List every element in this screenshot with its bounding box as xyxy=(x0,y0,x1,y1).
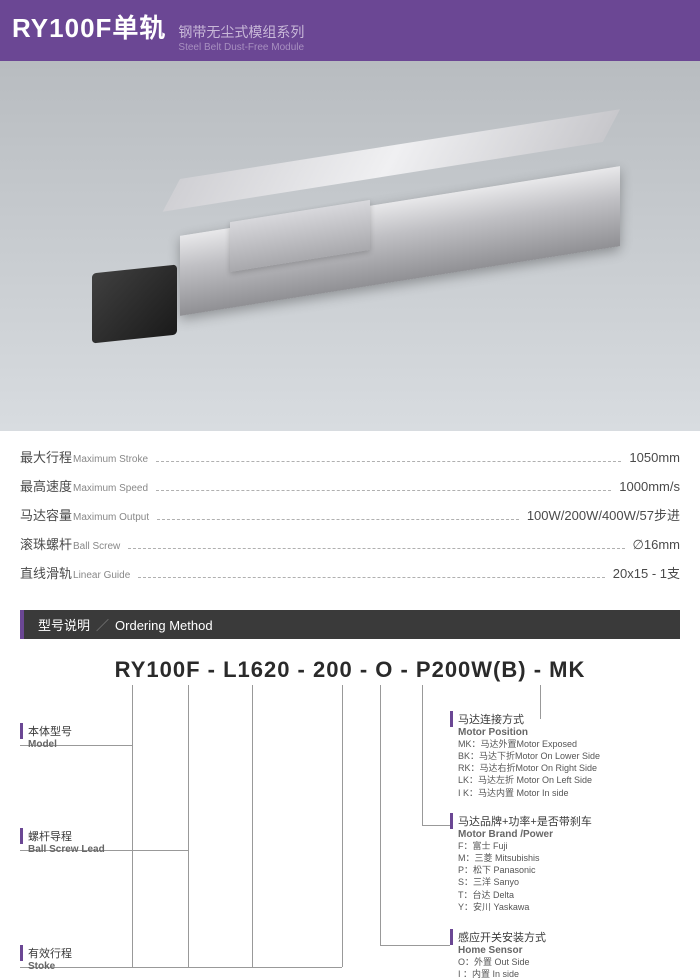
spec-value: 1000mm/s xyxy=(619,479,680,494)
ordering-diagram: RY100F - L1620 - 200 - O - P200W(B) - MK… xyxy=(0,639,700,979)
legend-home-sensor: 感应开关安装方式 Home Sensor O：外置 Out Side I ：内置… xyxy=(450,929,660,980)
subtitle-cn: 钢带无尘式模组系列 xyxy=(178,24,304,40)
spec-row: 马达容量Maximum Output 100W/200W/400W/57步进 xyxy=(20,505,680,524)
header-subtitle: 钢带无尘式模组系列 Steel Belt Dust-Free Module xyxy=(178,22,304,53)
spec-row: 最大行程Maximum Stroke 1050mm xyxy=(20,447,680,466)
legend-model: 本体型号 Model xyxy=(20,723,72,750)
order-code: RY100F - L1620 - 200 - O - P200W(B) - MK xyxy=(20,657,680,683)
product-render xyxy=(80,161,620,361)
spec-value: 100W/200W/400W/57步进 xyxy=(527,505,680,524)
spec-value: 20x15 - 1支 xyxy=(613,563,680,582)
spec-row: 直线滑轨Linear Guide 20x15 - 1支 xyxy=(20,563,680,582)
page-title: RY100F单轨 xyxy=(12,8,166,45)
legend-motor-position: 马达连接方式 Motor Position MK：马达外置Motor Expos… xyxy=(450,711,660,799)
ordering-lines: 本体型号 Model 螺杆导程 Ball Screw Lead 有效行程 Sto… xyxy=(0,685,700,975)
ordering-section-bar: 型号说明／Ordering Method xyxy=(20,610,680,639)
spec-row: 最高速度Maximum Speed 1000mm/s xyxy=(20,476,680,495)
spec-value: ∅16mm xyxy=(633,537,680,553)
spec-row: 滚珠螺杆Ball Screw ∅16mm xyxy=(20,534,680,553)
header-bar: RY100F单轨 钢带无尘式模组系列 Steel Belt Dust-Free … xyxy=(0,0,700,61)
legend-lead: 螺杆导程 Ball Screw Lead xyxy=(20,828,105,855)
legend-stoke: 有效行程 Stoke xyxy=(20,945,72,972)
spec-value: 1050mm xyxy=(629,450,680,465)
product-image xyxy=(0,61,700,431)
legend-motor-brand: 马达品牌+功率+是否带刹车 Motor Brand /Power F：富士 Fu… xyxy=(450,813,660,913)
spec-list: 最大行程Maximum Stroke 1050mm 最高速度Maximum Sp… xyxy=(0,431,700,604)
subtitle-en: Steel Belt Dust-Free Module xyxy=(178,42,304,53)
